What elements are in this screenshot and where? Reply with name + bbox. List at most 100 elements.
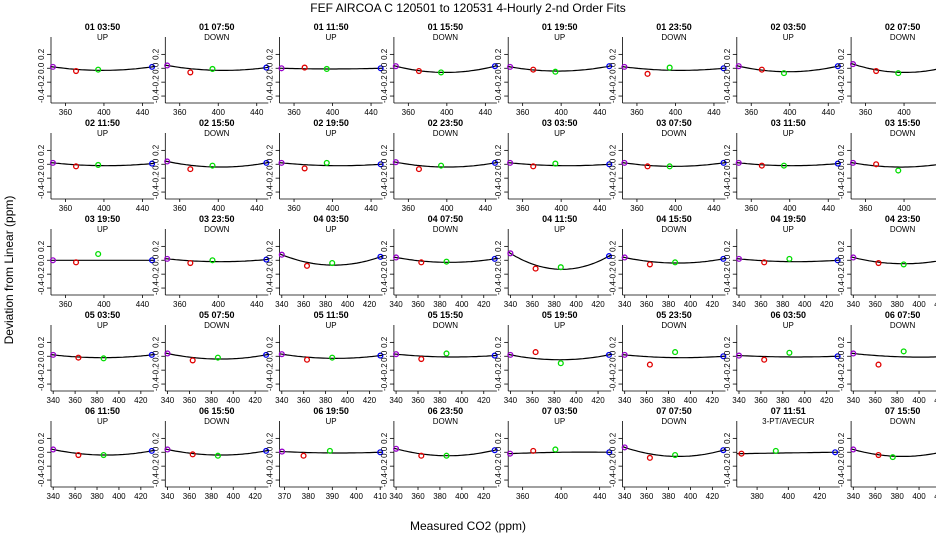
- y-tick-label: -0.4: [151, 473, 160, 487]
- x-tick-label: 420: [591, 300, 605, 309]
- data-point: [377, 449, 384, 456]
- x-tick-label: 340: [504, 300, 518, 309]
- data-point: [720, 255, 727, 262]
- y-tick-label: 0.2: [494, 48, 503, 60]
- data-point: [646, 361, 653, 368]
- panel-title: 05 19:50: [542, 310, 578, 320]
- x-tick-label: 360: [869, 492, 883, 501]
- y-tick-label: -0.2: [151, 171, 160, 185]
- data-point: [443, 350, 450, 357]
- data-point: [672, 349, 679, 356]
- x-tick-label: 360: [745, 204, 759, 213]
- x-tick-label: 420: [934, 492, 936, 501]
- data-point: [491, 159, 499, 166]
- x-tick-label: 360: [59, 204, 73, 213]
- panel-title: 07 11:51: [771, 406, 806, 416]
- x-tick-label: 360: [402, 108, 416, 117]
- x-tick-label: 400: [212, 204, 226, 213]
- panel-title: 01 19:50: [542, 22, 578, 32]
- y-tick-label: 0.0: [266, 446, 275, 458]
- panel-title: 03 15:50: [885, 118, 921, 128]
- x-tick-label: 360: [754, 396, 768, 405]
- x-tick-label: 360: [68, 492, 82, 501]
- x-tick-label: 400: [783, 108, 797, 117]
- y-tick-label: -0.2: [151, 363, 160, 377]
- data-point: [209, 162, 216, 169]
- fit-curve: [622, 446, 726, 457]
- fit-curve: [50, 162, 155, 167]
- data-point: [49, 159, 56, 166]
- data-point: [187, 166, 194, 173]
- x-tick-label: 340: [389, 492, 403, 501]
- x-tick-label: 400: [326, 204, 340, 213]
- y-tick-label: -0.4: [266, 377, 275, 391]
- y-tick-label: -0.2: [380, 171, 389, 185]
- y-tick-label: 0.2: [494, 144, 503, 156]
- data-point: [415, 67, 422, 75]
- x-tick-label: 340: [47, 396, 61, 405]
- x-tick-label: 400: [912, 396, 926, 405]
- panel-subtitle: UP: [783, 129, 794, 138]
- data-point: [100, 355, 107, 362]
- panel-title: 05 03:50: [85, 310, 121, 320]
- x-tick-label: 340: [618, 492, 632, 501]
- data-point: [278, 448, 286, 455]
- y-tick-label: 0.2: [609, 48, 618, 60]
- panel-title: 03 19:50: [85, 214, 121, 224]
- y-tick-label: 0.0: [494, 254, 503, 266]
- y-tick-label: 0.2: [494, 336, 503, 348]
- data-point: [329, 354, 336, 361]
- fit-curve: [736, 65, 840, 73]
- x-tick-label: 400: [97, 204, 111, 213]
- panel-subtitle: DOWN: [661, 321, 687, 330]
- data-point: [557, 264, 564, 271]
- panel-subtitle: UP: [554, 417, 565, 426]
- panel-title: 04 23:50: [885, 214, 921, 224]
- y-tick-label: 0.0: [609, 254, 618, 266]
- panel-subtitle: DOWN: [890, 417, 916, 426]
- y-tick-label: 0.2: [723, 144, 732, 156]
- fit-curve: [622, 256, 726, 264]
- y-tick-label: 0.2: [266, 48, 275, 60]
- x-tick-label: 400: [341, 396, 355, 405]
- y-tick-label: -0.4: [837, 89, 846, 103]
- y-tick-label: 0.2: [494, 240, 503, 252]
- y-tick-label: -0.4: [266, 281, 275, 295]
- data-point: [418, 259, 425, 266]
- y-tick-label: -0.4: [37, 473, 46, 487]
- data-point: [278, 351, 285, 358]
- x-tick-label: 380: [433, 300, 447, 309]
- panel-subtitle: UP: [326, 225, 337, 234]
- panel-title: 07 07:50: [656, 406, 692, 416]
- y-tick-label: -0.2: [723, 75, 732, 89]
- data-point: [326, 447, 333, 454]
- data-point: [95, 66, 102, 73]
- y-tick-label: 0.2: [37, 432, 46, 444]
- data-point: [849, 61, 857, 68]
- y-tick-label: 0.2: [380, 144, 389, 156]
- y-tick-label: 0.2: [609, 144, 618, 156]
- x-tick-label: 420: [477, 492, 491, 501]
- y-tick-label: -0.2: [151, 459, 160, 473]
- x-tick-label: 370: [278, 492, 292, 501]
- x-tick-label: 360: [59, 108, 73, 117]
- data-point: [75, 354, 82, 361]
- data-point: [149, 257, 156, 264]
- y-tick-label: 0.2: [151, 240, 160, 252]
- y-tick-label: -0.4: [266, 473, 275, 487]
- fit-curve: [508, 65, 612, 72]
- x-tick-label: 390: [326, 492, 340, 501]
- data-point: [377, 65, 384, 72]
- y-tick-label: -0.4: [837, 377, 846, 391]
- y-tick-label: 0.0: [380, 446, 389, 458]
- data-point: [214, 452, 221, 459]
